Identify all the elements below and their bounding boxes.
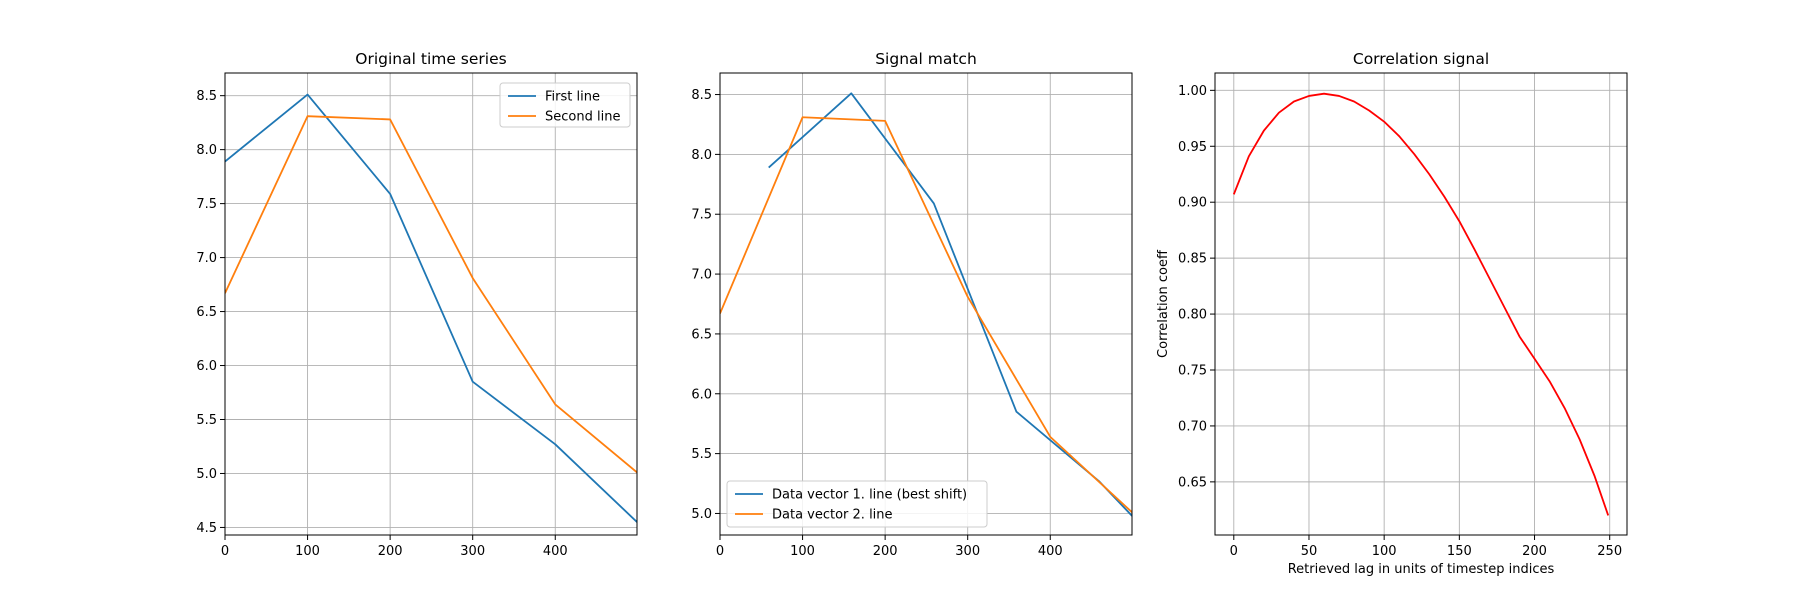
y-tick-label: 7.5 <box>196 197 217 212</box>
chart-panel-3: 0 50 100 150 200 250 0.65 0.70 0.75 0.80 0.85 0.90 0… <box>1156 50 1628 577</box>
y-tick-label: 1.00 <box>1178 84 1207 99</box>
legend: Data vector 1. line (best shift) Data vec… <box>726 480 988 528</box>
y-tick-label: 0.65 <box>1178 475 1207 490</box>
x-tick-label: 300 <box>460 544 485 559</box>
x-tick-label: 50 <box>1301 544 1318 559</box>
x-tick-label: 100 <box>295 544 320 559</box>
series-line-1 <box>1232 92 1610 516</box>
series-line-2 <box>225 115 637 474</box>
series-line-1 <box>225 93 637 523</box>
x-tick-label: 150 <box>1447 544 1472 559</box>
legend-box <box>726 480 988 528</box>
legend-label: Data vector 2. line <box>772 508 893 523</box>
charts: 0 100 200 300 400 4.5 5.0 5.5 6.0 6.5 7.0 7.5 8.0 8.5… <box>196 50 1628 577</box>
y-tick-label: 5.0 <box>691 507 712 522</box>
x-tick-label: 400 <box>543 544 568 559</box>
x-tick-label: 0 <box>1230 544 1238 559</box>
legend-label: Second line <box>545 110 620 125</box>
y-tick-label: 5.5 <box>691 447 712 462</box>
y-tick-label: 0.80 <box>1178 308 1207 323</box>
x-tick-label: 0 <box>716 544 724 559</box>
legend-label: First line <box>545 90 600 105</box>
y-tick-label: 8.5 <box>196 89 217 104</box>
y-tick-label: 7.5 <box>691 208 712 223</box>
x-tick-label: 200 <box>873 544 898 559</box>
legend: First line Second line <box>499 82 631 128</box>
x-axis-label: Retrieved lag in units of timestep indic… <box>1288 562 1555 577</box>
axes-frame <box>224 72 638 536</box>
y-tick-label: 0.70 <box>1178 419 1207 434</box>
y-tick-label: 6.0 <box>691 387 712 402</box>
y-tick-label: 6.5 <box>196 305 217 320</box>
y-tick-label: 4.5 <box>196 521 217 536</box>
x-tick-label: 100 <box>790 544 815 559</box>
chart-panel-1: 0 100 200 300 400 4.5 5.0 5.5 6.0 6.5 7.0 7.5 8.0 8.5… <box>196 50 638 559</box>
x-tick-label: 0 <box>221 544 229 559</box>
axes-frame <box>1214 72 1628 536</box>
x-tick-label: 300 <box>955 544 980 559</box>
y-axis-label: Correlation coeff <box>1156 249 1171 358</box>
x-tick-label: 250 <box>1597 544 1622 559</box>
axes-frame <box>719 72 1133 536</box>
y-tick-label: 8.0 <box>691 148 712 163</box>
chart-panel-2: 0 100 200 300 400 5.0 5.5 6.0 6.5 7.0 7.5 8.0 8.5 Sig… <box>691 50 1133 559</box>
y-tick-label: 7.0 <box>691 268 712 283</box>
chart-title: Signal match <box>875 50 977 68</box>
y-tick-label: 8.0 <box>196 143 217 158</box>
y-tick-label: 8.5 <box>691 88 712 103</box>
y-tick-label: 6.0 <box>196 359 217 374</box>
legend-label: Data vector 1. line (best shift) <box>772 488 967 503</box>
y-tick-label: 0.75 <box>1178 364 1207 379</box>
y-tick-label: 5.5 <box>196 413 217 428</box>
y-tick-label: 5.0 <box>196 467 217 482</box>
x-tick-label: 100 <box>1372 544 1397 559</box>
x-tick-label: 200 <box>1522 544 1547 559</box>
y-tick-label: 0.90 <box>1178 196 1207 211</box>
chart-title: Correlation signal <box>1353 50 1489 68</box>
y-tick-label: 6.5 <box>691 327 712 342</box>
chart-title: Original time series <box>355 50 506 68</box>
y-tick-label: 7.0 <box>196 251 217 266</box>
y-tick-label: 0.85 <box>1178 252 1207 267</box>
x-tick-label: 400 <box>1038 544 1063 559</box>
x-tick-label: 200 <box>378 544 403 559</box>
series-line-2 <box>720 116 1132 513</box>
y-tick-label: 0.95 <box>1178 140 1207 155</box>
